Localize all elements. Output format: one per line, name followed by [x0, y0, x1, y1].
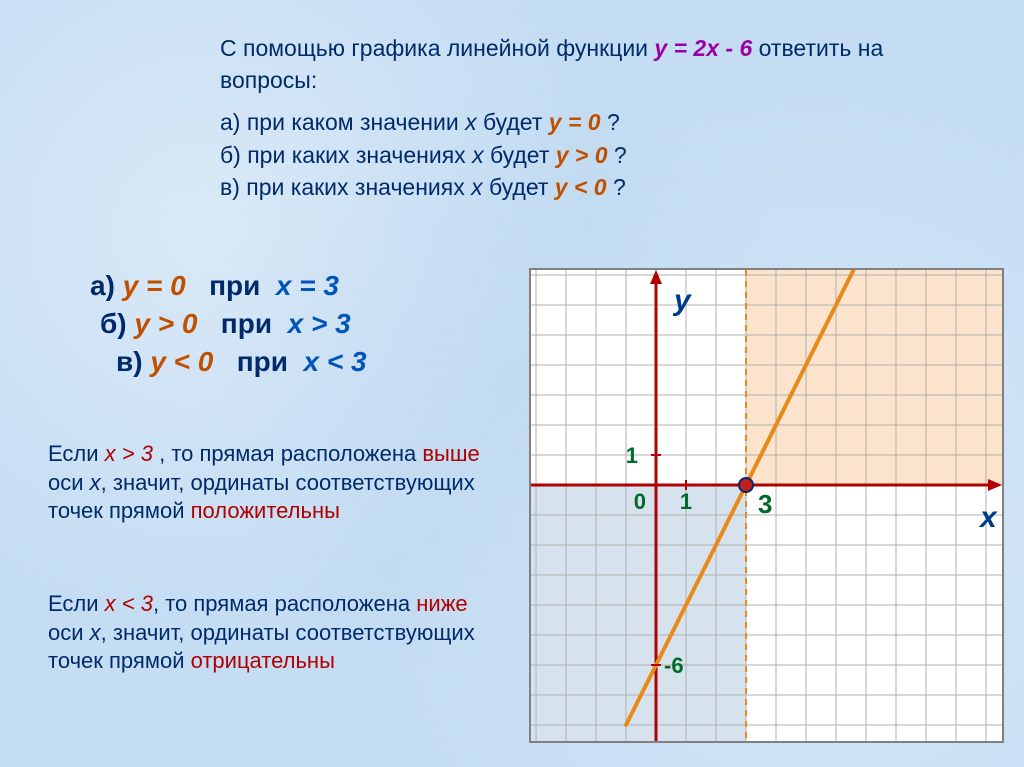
para-highlight: положительны — [191, 498, 340, 523]
qc-xvar: х — [471, 174, 483, 200]
para-highlight: ниже — [416, 591, 467, 616]
answer-c: в) y < 0 при x < 3 — [116, 346, 367, 378]
prompt-qb: б) при каких значениях х будет y > 0 ? — [220, 139, 940, 171]
ans-label: в) — [116, 346, 150, 377]
ans-mid: при — [213, 346, 303, 377]
answer-b: б) y > 0 при x > 3 — [100, 308, 367, 340]
qb-xvar: х — [472, 142, 484, 168]
svg-text:y: y — [672, 284, 692, 317]
para-text: , то прямая расположена — [153, 591, 416, 616]
para-text: Если — [48, 591, 105, 616]
ans-mid: при — [197, 308, 287, 339]
prompt-equation: y = 2x - 6 — [654, 35, 752, 61]
ans-x: x > 3 — [288, 308, 351, 339]
para-text: оси — [48, 620, 90, 645]
para-axis: x — [90, 620, 101, 645]
function-chart: y x 1 0 1 3 -6 — [529, 268, 1004, 743]
qc-condition: y < 0 — [555, 174, 607, 200]
svg-text:1: 1 — [680, 489, 692, 514]
qb-text: будет — [484, 142, 556, 168]
qa-text: будет — [477, 109, 549, 135]
explanation-xlt3: Если x < 3, то прямая расположена ниже о… — [48, 590, 488, 676]
svg-text:3: 3 — [758, 489, 772, 519]
prompt-qa: а) при каком значении х будет y = 0 ? — [220, 106, 940, 138]
ans-y: y = 0 — [123, 270, 186, 301]
qb-text: б) при каких значениях — [220, 142, 472, 168]
prompt-text: С помощью графика линейной функции — [220, 35, 654, 61]
qa-text: ? — [601, 109, 620, 135]
qa-condition: y = 0 — [549, 109, 601, 135]
ans-y: y < 0 — [150, 346, 213, 377]
para-text: оси — [48, 470, 90, 495]
ans-label: б) — [100, 308, 134, 339]
answer-a: а) y = 0 при x = 3 — [90, 270, 367, 302]
ans-y: y > 0 — [134, 308, 197, 339]
qb-text: ? — [608, 142, 627, 168]
prompt-qc: в) при каких значениях х будет y < 0 ? — [220, 171, 940, 203]
svg-text:-6: -6 — [664, 653, 684, 678]
para-axis: x — [90, 470, 101, 495]
chart-svg: y x 1 0 1 3 -6 — [531, 270, 1002, 741]
prompt-line1: С помощью графика линейной функции y = 2… — [220, 32, 940, 96]
para-cond: x < 3 — [105, 591, 153, 616]
para-highlight: отрицательны — [191, 648, 335, 673]
ans-label: а) — [90, 270, 123, 301]
para-highlight: выше — [422, 441, 479, 466]
para-cond: x > 3 — [105, 441, 159, 466]
problem-prompt: С помощью графика линейной функции y = 2… — [220, 32, 940, 203]
qa-text: а) при каком значении — [220, 109, 465, 135]
svg-text:x: x — [978, 501, 998, 534]
qc-text: будет — [483, 174, 555, 200]
ans-x: x = 3 — [276, 270, 339, 301]
qa-xvar: х — [465, 109, 477, 135]
svg-text:1: 1 — [626, 443, 638, 468]
answers-block: а) y = 0 при x = 3 б) y > 0 при x > 3 в)… — [90, 270, 367, 384]
para-text: , то прямая расположена — [159, 441, 422, 466]
explanation-xgt3: Если x > 3 , то прямая расположена выше … — [48, 440, 488, 526]
ans-x: x < 3 — [304, 346, 367, 377]
para-text: Если — [48, 441, 105, 466]
svg-text:0: 0 — [634, 489, 646, 514]
qb-condition: y > 0 — [556, 142, 608, 168]
ans-mid: при — [186, 270, 276, 301]
qc-text: в) при каких значениях — [220, 174, 471, 200]
qc-text: ? — [607, 174, 626, 200]
